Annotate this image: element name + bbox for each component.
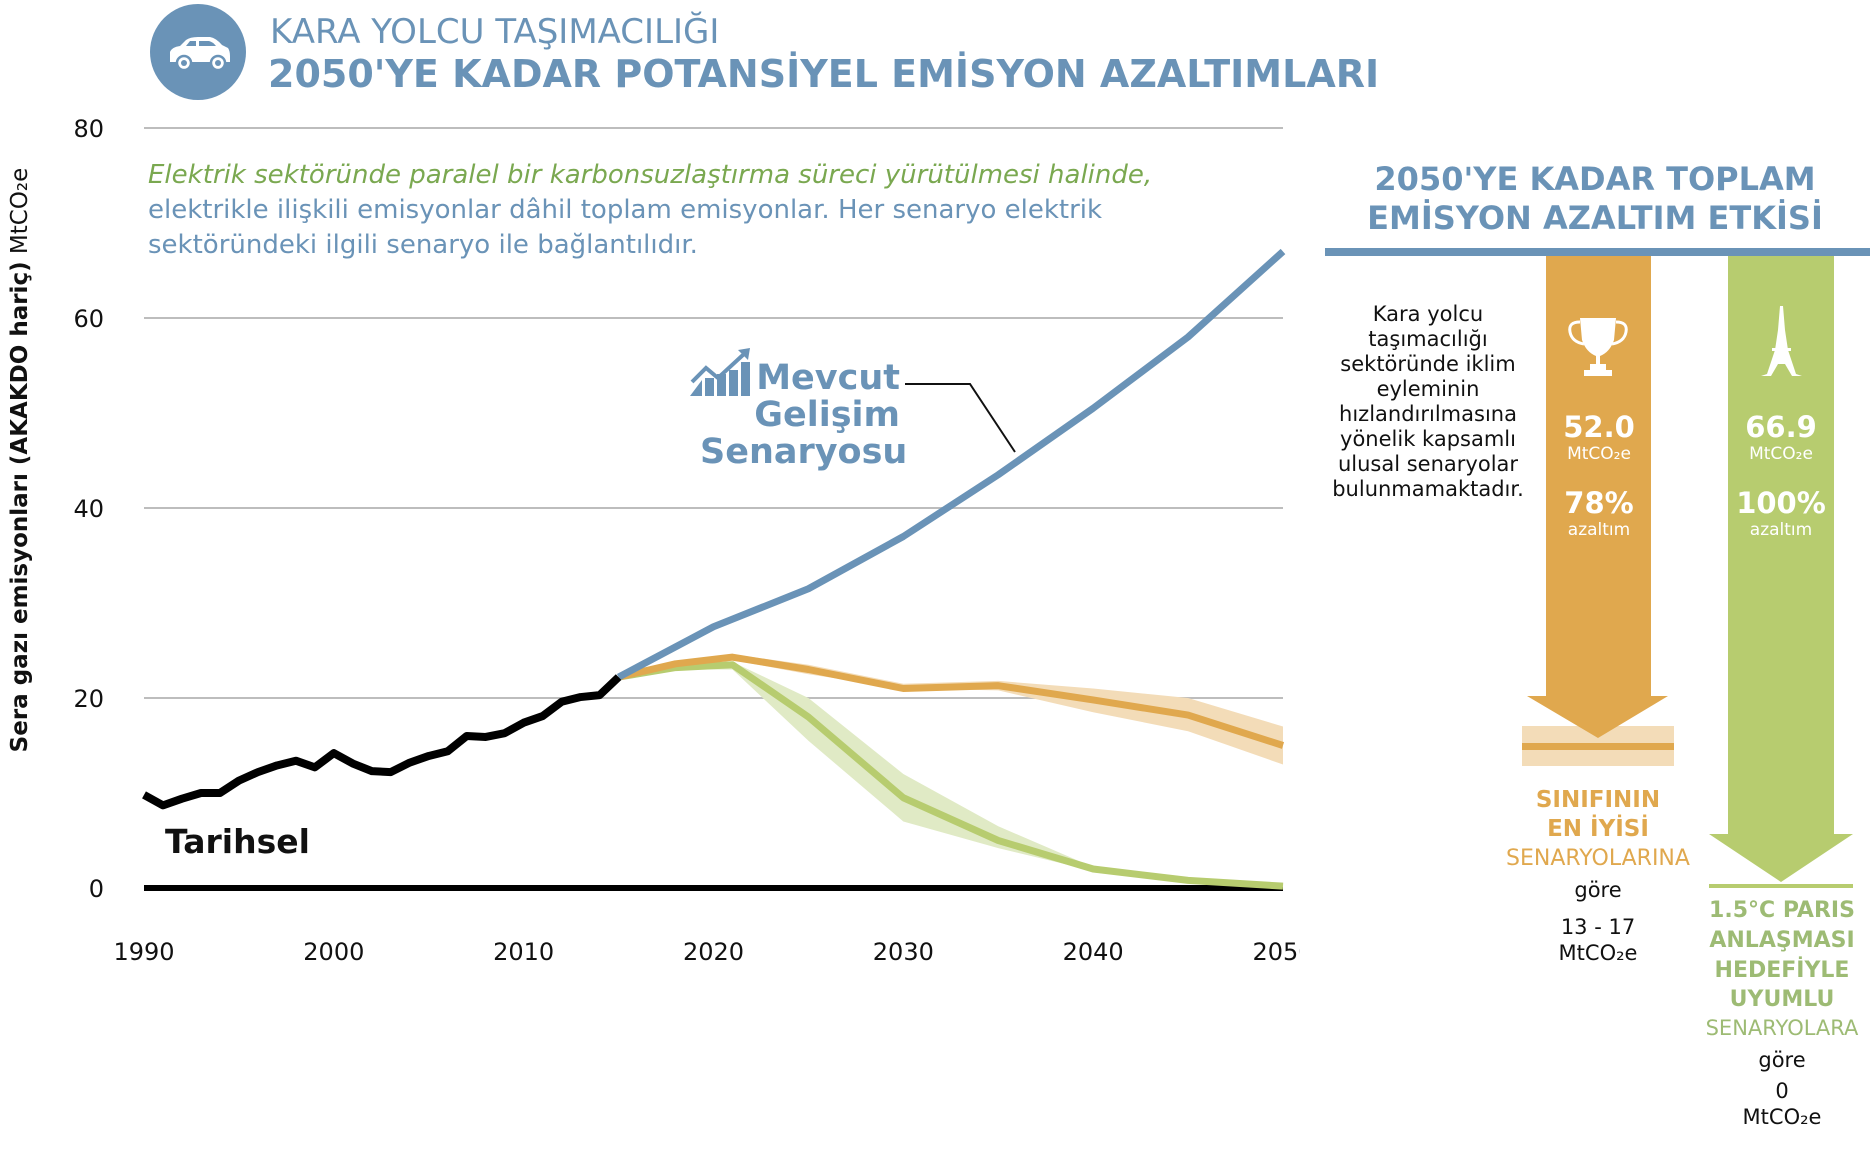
no-national-scenario-note: Kara yolcu taşımacılığı sektöründe iklim… bbox=[1318, 302, 1538, 502]
best-scenario-arrow bbox=[1527, 256, 1668, 738]
note-line: ulusal senaryolar bbox=[1337, 452, 1519, 476]
note-line: yönelik kapsamlı bbox=[1340, 427, 1516, 451]
paris-scenario-values: 66.9 MtCO₂e 100% azaltım bbox=[1728, 410, 1834, 540]
best-scenario-label: SINIFININ EN İYİSİ SENARYOLARINA göre 13… bbox=[1488, 786, 1708, 966]
x-tick-label: 2030 bbox=[873, 938, 934, 966]
note-line: taşımacılığı bbox=[1368, 327, 1488, 351]
paris-scenario-arrow bbox=[1709, 256, 1853, 882]
panel-divider bbox=[1325, 248, 1870, 256]
panel-title-line1: 2050'YE KADAR TOPLAM bbox=[1374, 160, 1816, 198]
paris-scenario-percent: 100% bbox=[1736, 486, 1826, 520]
y-tick-label: 60 bbox=[73, 305, 104, 333]
eiffel-tower-icon bbox=[1761, 306, 1802, 376]
note-blue-line1: elektrikle ilişkili emisyonlar dâhil top… bbox=[148, 195, 1103, 225]
x-tick-label: 2040 bbox=[1063, 938, 1124, 966]
best-scenario-range-line bbox=[1522, 743, 1674, 750]
y-tick-label: 0 bbox=[89, 875, 104, 903]
x-axis-ticks: 1990 2000 2010 2020 2030 2040 2050 bbox=[113, 938, 1300, 966]
paris-range-unit: MtCO₂e bbox=[1742, 1105, 1822, 1129]
page-subtitle: KARA YOLCU TAŞIMACILIĞI bbox=[270, 12, 720, 52]
best-label-regular: SENARYOLARINA bbox=[1506, 846, 1690, 871]
panel-title-line2: EMİSYON AZALTIM ETKİSİ bbox=[1367, 199, 1823, 237]
y-tick-label: 80 bbox=[73, 115, 104, 143]
note-line: sektöründe iklim bbox=[1340, 352, 1516, 376]
note-green-text: Elektrik sektöründe paralel bir karbonsu… bbox=[148, 160, 1153, 190]
y-tick-label: 40 bbox=[73, 495, 104, 523]
y-tick-label: 20 bbox=[73, 685, 104, 713]
note-line: hızlandırılmasına bbox=[1339, 402, 1517, 426]
current-dev-line bbox=[616, 248, 1286, 681]
page-title: 2050'YE KADAR POTANSİYEL EMİSYON AZALTIM… bbox=[268, 52, 1380, 96]
historical-label: Tarihsel bbox=[165, 822, 310, 861]
best-scenario-percent-label: azaltım bbox=[1567, 520, 1631, 540]
paris-label-regular: SENARYOLARA bbox=[1705, 1016, 1859, 1040]
best-label-bold1: SINIFININ bbox=[1535, 787, 1661, 813]
current-dev-label-line3: Senaryosu bbox=[700, 432, 908, 472]
historical-line bbox=[142, 674, 622, 810]
best-range: 13 - 17 bbox=[1560, 915, 1636, 939]
car-icon-badge bbox=[150, 4, 246, 100]
x-tick-label: 2020 bbox=[683, 938, 744, 966]
current-dev-callout-line bbox=[905, 383, 1016, 453]
paris-label-bold2: ANLAŞMASI bbox=[1709, 928, 1855, 953]
paris-scenario-band bbox=[618, 661, 1283, 888]
note-line: eyleminin bbox=[1376, 377, 1480, 401]
current-dev-scenario-label: Mevcut Gelişim Senaryosu bbox=[700, 358, 908, 472]
best-scenario-line bbox=[617, 653, 1285, 749]
best-range-unit: MtCO₂e bbox=[1558, 941, 1638, 965]
trophy-icon bbox=[1568, 318, 1628, 376]
best-scenario-values: 52.0 MtCO₂e 78% azaltım bbox=[1546, 410, 1652, 540]
paris-scenario-value: 66.9 bbox=[1745, 410, 1817, 444]
x-tick-label: 2000 bbox=[303, 938, 364, 966]
paris-scenario-unit: MtCO₂e bbox=[1749, 444, 1813, 464]
best-label-according: göre bbox=[1574, 878, 1622, 902]
paris-scenario-label: 1.5°C PARIS ANLAŞMASI HEDEFİYLE UYUMLU S… bbox=[1672, 896, 1870, 1130]
note-line: Kara yolcu bbox=[1372, 302, 1484, 326]
paris-label-bold3: HEDEFİYLE bbox=[1714, 958, 1850, 983]
note-blue-line2: sektöründeki ilgili senaryo ile bağlantı… bbox=[148, 230, 698, 260]
paris-target-line bbox=[1709, 884, 1853, 888]
chart-note: Elektrik sektöründe paralel bir karbonsu… bbox=[148, 158, 1228, 263]
series-lines bbox=[142, 248, 1286, 890]
car-icon bbox=[170, 37, 230, 72]
panel-title: 2050'YE KADAR TOPLAM EMİSYON AZALTIM ETK… bbox=[1330, 160, 1860, 238]
y-axis-ticks: 0 20 40 60 80 bbox=[73, 115, 104, 903]
paris-label-bold4: UYUMLU bbox=[1729, 987, 1835, 1012]
x-tick-label: 2050 bbox=[1252, 938, 1300, 966]
best-scenario-value: 52.0 bbox=[1563, 410, 1635, 444]
note-line: bulunmamaktadır. bbox=[1332, 477, 1524, 501]
paris-scenario-line bbox=[618, 661, 1284, 890]
x-tick-label: 1990 bbox=[113, 938, 174, 966]
best-label-bold2: EN İYİSİ bbox=[1547, 816, 1649, 842]
best-scenario-percent: 78% bbox=[1564, 486, 1634, 520]
current-dev-label-line1: Mevcut bbox=[756, 358, 900, 398]
paris-label-bold1: 1.5°C PARIS bbox=[1709, 898, 1855, 923]
paris-label-according: göre bbox=[1758, 1048, 1806, 1072]
current-dev-label-line2: Gelişim bbox=[754, 395, 900, 435]
best-scenario-unit: MtCO₂e bbox=[1567, 444, 1631, 464]
paris-scenario-percent-label: azaltım bbox=[1749, 520, 1813, 540]
trend-chart-icon bbox=[690, 348, 750, 396]
grid-lines bbox=[144, 127, 1283, 891]
paris-range: 0 bbox=[1775, 1079, 1789, 1103]
x-tick-label: 2010 bbox=[493, 938, 554, 966]
